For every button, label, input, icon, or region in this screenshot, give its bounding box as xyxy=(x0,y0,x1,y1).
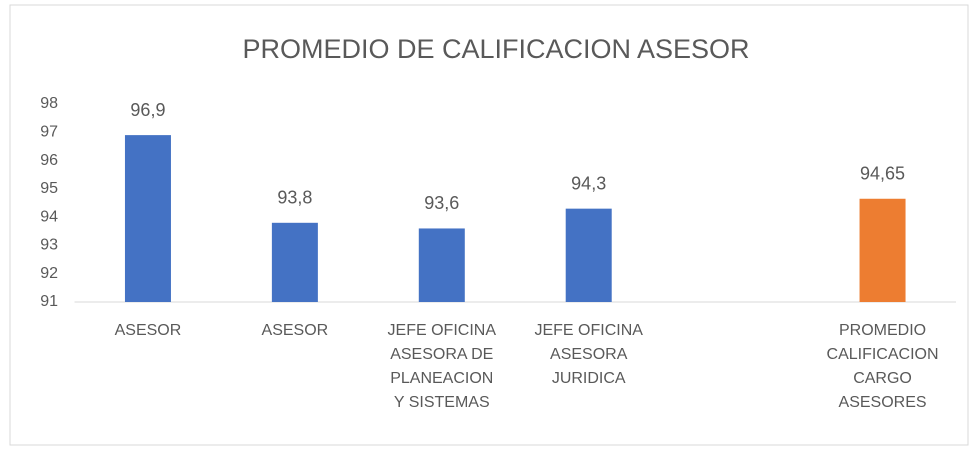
bar xyxy=(124,135,171,302)
x-tick-label: JEFE OFICINA ASESORA JURIDICA xyxy=(534,322,643,387)
y-tick-label: 91 xyxy=(40,293,58,310)
data-label: 93,6 xyxy=(424,193,459,213)
y-tick-label: 93 xyxy=(40,237,58,254)
bar xyxy=(565,208,612,302)
bar xyxy=(271,222,318,302)
x-tick-label: ASESOR xyxy=(261,322,329,339)
y-tick-label: 98 xyxy=(40,95,58,112)
data-label: 93,8 xyxy=(277,188,312,208)
x-tick-label: PROMEDIO CALIFICACION CARGO ASESORES xyxy=(826,322,939,411)
data-label: 94,65 xyxy=(860,164,905,184)
data-label: 94,3 xyxy=(571,173,606,193)
bar xyxy=(859,198,906,302)
bar xyxy=(418,228,465,302)
y-tick-label: 95 xyxy=(40,180,58,197)
x-tick-label: JEFE OFICINA ASESORA DE PLANEACION Y SIS… xyxy=(387,322,496,411)
y-tick-label: 96 xyxy=(40,152,58,169)
y-tick-label: 92 xyxy=(40,265,58,282)
x-tick-label: ASESOR xyxy=(114,322,182,339)
chart-title: PROMEDIO DE CALIFICACION ASESOR xyxy=(242,34,749,64)
y-tick-label: 97 xyxy=(40,124,58,141)
data-label: 96,9 xyxy=(130,100,165,120)
y-tick-label: 94 xyxy=(40,208,58,225)
